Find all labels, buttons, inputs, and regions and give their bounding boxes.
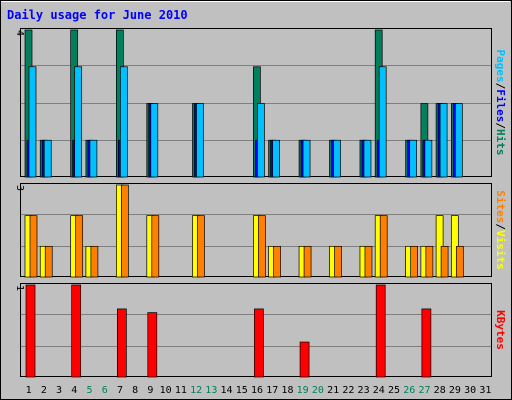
- bar-sites-day-1: [29, 215, 38, 278]
- bar-pages-day-7: [120, 66, 128, 178]
- x-tick-day-13: 13: [205, 385, 217, 396]
- bar-sites-day-2: [44, 245, 53, 278]
- bar-sites-day-23: [364, 245, 373, 278]
- bar-sites-day-17: [273, 245, 281, 278]
- bar-kbytes-day-7: [117, 308, 127, 378]
- x-tick-day-28: 28: [434, 385, 446, 396]
- x-tick-day-12: 12: [190, 385, 202, 396]
- bar-sites-day-9: [151, 215, 160, 278]
- bar-pages-day-21: [333, 139, 341, 178]
- x-tick-day-20: 20: [312, 385, 324, 396]
- bar-pages-day-24: [378, 66, 387, 178]
- x-tick-day-8: 8: [132, 385, 138, 396]
- bar-kbytes-day-4: [71, 284, 82, 378]
- x-tick-day-16: 16: [251, 385, 263, 396]
- bar-sites-day-7: [121, 184, 129, 278]
- legend-part: Pages: [494, 50, 507, 83]
- bar-pages-day-28: [439, 103, 448, 178]
- y-max-label: 1: [14, 285, 25, 291]
- x-tick-day-14: 14: [221, 385, 233, 396]
- legend-visits-sites: Sites/Visits: [494, 190, 507, 270]
- bar-pages-day-17: [272, 139, 280, 178]
- x-tick-day-9: 9: [147, 385, 153, 396]
- legend-part: Sites: [494, 190, 507, 223]
- x-tick-day-4: 4: [71, 385, 77, 396]
- x-tick-day-29: 29: [449, 385, 461, 396]
- x-tick-day-26: 26: [403, 385, 415, 396]
- bar-pages-day-29: [454, 103, 463, 178]
- x-tick-day-15: 15: [236, 385, 248, 396]
- legend-part: /: [494, 83, 507, 90]
- bar-pages-day-19: [302, 139, 311, 178]
- x-tick-day-18: 18: [281, 385, 293, 396]
- legend-part: Visits: [494, 230, 507, 270]
- bar-sites-day-16: [258, 215, 266, 278]
- x-tick-day-21: 21: [327, 385, 339, 396]
- x-tick-day-31: 31: [479, 385, 491, 396]
- legend-part: Hits: [494, 129, 507, 156]
- bar-sites-day-24: [379, 215, 388, 278]
- legend-hits-files-pages: Pages/Files/Hits: [494, 50, 507, 156]
- x-tick-day-2: 2: [41, 385, 47, 396]
- x-tick-day-7: 7: [117, 385, 123, 396]
- bar-kbytes-day-19: [299, 341, 310, 378]
- x-tick-day-30: 30: [464, 385, 476, 396]
- bar-sites-day-21: [334, 245, 342, 278]
- y-max-label: 4: [14, 30, 25, 36]
- bar-sites-day-19: [303, 245, 312, 278]
- panel-kbytes: 1 KBytes: [14, 283, 507, 378]
- bar-pages-day-1: [28, 66, 37, 178]
- bar-kbytes-day-16: [254, 308, 264, 378]
- x-tick-day-6: 6: [102, 385, 108, 396]
- bar-pages-day-27: [424, 139, 433, 178]
- x-tick-day-19: 19: [297, 385, 309, 396]
- bar-sites-day-4: [75, 215, 84, 278]
- bar-kbytes-day-24: [375, 284, 386, 378]
- x-tick-day-5: 5: [87, 385, 93, 396]
- legend-part: /: [494, 223, 507, 230]
- legend-part: /: [494, 122, 507, 129]
- bar-kbytes-day-27: [421, 308, 432, 378]
- bar-pages-day-2: [43, 139, 52, 178]
- x-tick-day-24: 24: [373, 385, 385, 396]
- bar-pages-day-5: [89, 139, 98, 178]
- x-tick-day-25: 25: [388, 385, 400, 396]
- panel-visits-sites: 3 Sites/Visits: [14, 183, 507, 278]
- bar-sites-day-26: [410, 245, 418, 278]
- bar-sites-day-28: [440, 245, 449, 278]
- bar-pages-day-23: [363, 139, 372, 178]
- bar-pages-day-9: [150, 103, 159, 178]
- x-tick-day-10: 10: [160, 385, 172, 396]
- x-tick-day-23: 23: [358, 385, 370, 396]
- bar-pages-day-16: [257, 103, 265, 178]
- bar-sites-day-5: [90, 245, 99, 278]
- legend-part: Files: [494, 89, 507, 122]
- bar-kbytes-day-1: [25, 284, 36, 378]
- x-tick-day-22: 22: [342, 385, 354, 396]
- x-axis-tick-labels: 1 2 3 4 5 6 7 8 9 10 11 12 13 14 15 16 17 18 19 20 21 22 23 24 2…: [26, 385, 492, 396]
- bar-pages-day-26: [409, 139, 417, 178]
- bar-pages-day-12: [196, 103, 204, 178]
- x-tick-day-17: 17: [266, 385, 278, 396]
- bar-sites-day-27: [425, 245, 434, 278]
- legend-part: KBytes: [494, 310, 507, 350]
- x-tick-day-11: 11: [175, 385, 187, 396]
- bar-sites-day-29: [455, 245, 464, 278]
- bar-pages-day-4: [74, 66, 83, 178]
- x-tick-day-1: 1: [26, 385, 32, 396]
- y-max-label: 3: [14, 185, 25, 191]
- bar-kbytes-day-9: [147, 312, 158, 378]
- x-tick-day-3: 3: [56, 385, 62, 396]
- legend-kbytes: KBytes: [494, 310, 507, 350]
- x-tick-day-27: 27: [418, 385, 430, 396]
- bar-sites-day-12: [197, 215, 205, 278]
- chart-title: Daily usage for June 2010: [7, 8, 188, 22]
